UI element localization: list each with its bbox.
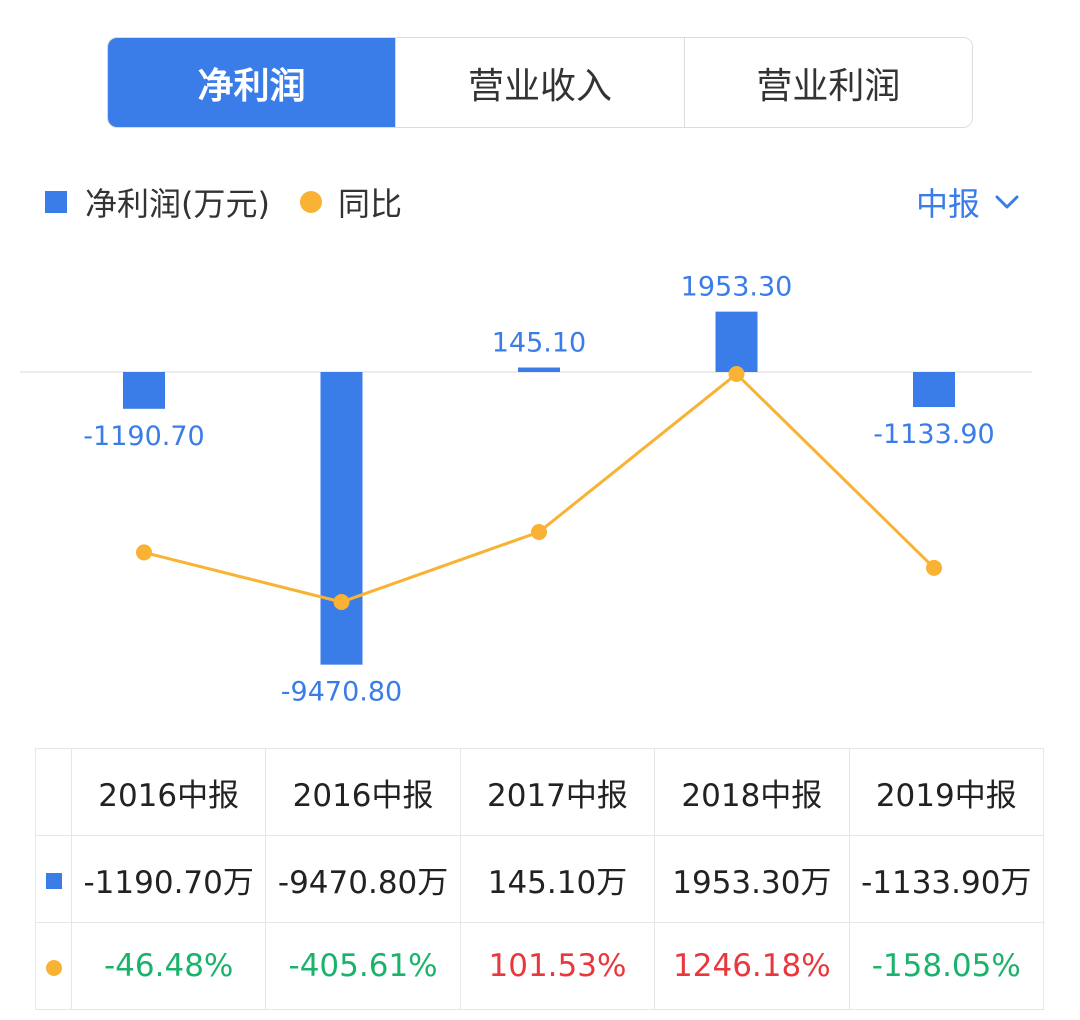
- data-table: 2016中报 2016中报 2017中报 2018中报 2019中报 -1190…: [35, 748, 1045, 1010]
- table-cell-yoy: 101.53%: [459, 922, 656, 1010]
- bar-value-label: -1190.70: [83, 421, 204, 452]
- tab-operating-profit[interactable]: 营业利润: [683, 38, 972, 127]
- tab-revenue[interactable]: 营业收入: [395, 38, 684, 127]
- table-header-cell: 2016中报: [265, 748, 461, 836]
- legend-line-marker: [299, 191, 322, 213]
- table-cell-profit: -9470.80万: [265, 835, 461, 923]
- table-header-cell: 2017中报: [459, 748, 656, 836]
- period-selector[interactable]: 中报: [916, 180, 1020, 224]
- bar-net-profit: [518, 367, 560, 372]
- table-header-cell: 2016中报: [70, 748, 267, 836]
- table-cell-profit: -1133.90万: [848, 835, 1045, 923]
- bar-value-label: 1953.30: [681, 272, 793, 303]
- table-row-yoy: -46.48% -405.61% 101.53% 1246.18% -158.0…: [35, 922, 1045, 1010]
- table-cell-yoy: -158.05%: [848, 922, 1045, 1010]
- table-cell-yoy: -46.48%: [70, 922, 267, 1010]
- table-row-net-profit: -1190.70万 -9470.80万 145.10万 1953.30万 -11…: [35, 835, 1045, 923]
- chevron-down-icon: [995, 195, 1019, 209]
- yoy-point: [531, 523, 547, 540]
- yoy-point: [136, 544, 152, 561]
- chart-legend: 净利润(万元) 同比: [45, 180, 402, 224]
- bar-net-profit: [913, 372, 955, 408]
- legend-bar-label: 净利润(万元): [85, 185, 270, 223]
- dot-marker: [45, 960, 62, 976]
- bar-value-label: -9470.80: [281, 677, 402, 708]
- table-header-cell: 2019中报: [848, 748, 1045, 836]
- table-cell-profit: 1953.30万: [654, 835, 850, 923]
- table-header-row: 2016中报 2016中报 2017中报 2018中报 2019中报: [35, 748, 1045, 836]
- table-corner: [35, 748, 72, 836]
- tab-net-profit[interactable]: 净利润: [108, 38, 396, 127]
- table-cell-profit: 145.10万: [459, 835, 656, 923]
- period-selector-value: 中报: [915, 185, 980, 223]
- table-cell-yoy: -405.61%: [265, 922, 461, 1010]
- bar-marker: [45, 873, 62, 889]
- metric-tabs: 净利润 营业收入 营业利润: [107, 37, 973, 128]
- yoy-point: [926, 559, 942, 576]
- bar-value-label: 145.10: [492, 328, 586, 359]
- bar-value-label: -1133.90: [873, 419, 994, 450]
- legend-line-label: 同比: [337, 185, 402, 223]
- yoy-point: [728, 366, 745, 382]
- table-header-cell: 2018中报: [654, 748, 850, 836]
- row-marker-bar: [35, 835, 72, 923]
- profit-chart: -1190.70 -9470.80 145.10 1953.30 -1133.90: [20, 272, 1032, 708]
- table-cell-yoy: 1246.18%: [654, 922, 850, 1010]
- bar-net-profit: [715, 311, 758, 372]
- bar-net-profit: [123, 372, 165, 409]
- bar-net-profit: [320, 372, 363, 665]
- legend-bar-marker: [45, 191, 67, 213]
- row-marker-line: [35, 922, 72, 1010]
- yoy-point: [333, 594, 350, 610]
- table-cell-profit: -1190.70万: [70, 835, 267, 923]
- yoy-line: [143, 371, 936, 604]
